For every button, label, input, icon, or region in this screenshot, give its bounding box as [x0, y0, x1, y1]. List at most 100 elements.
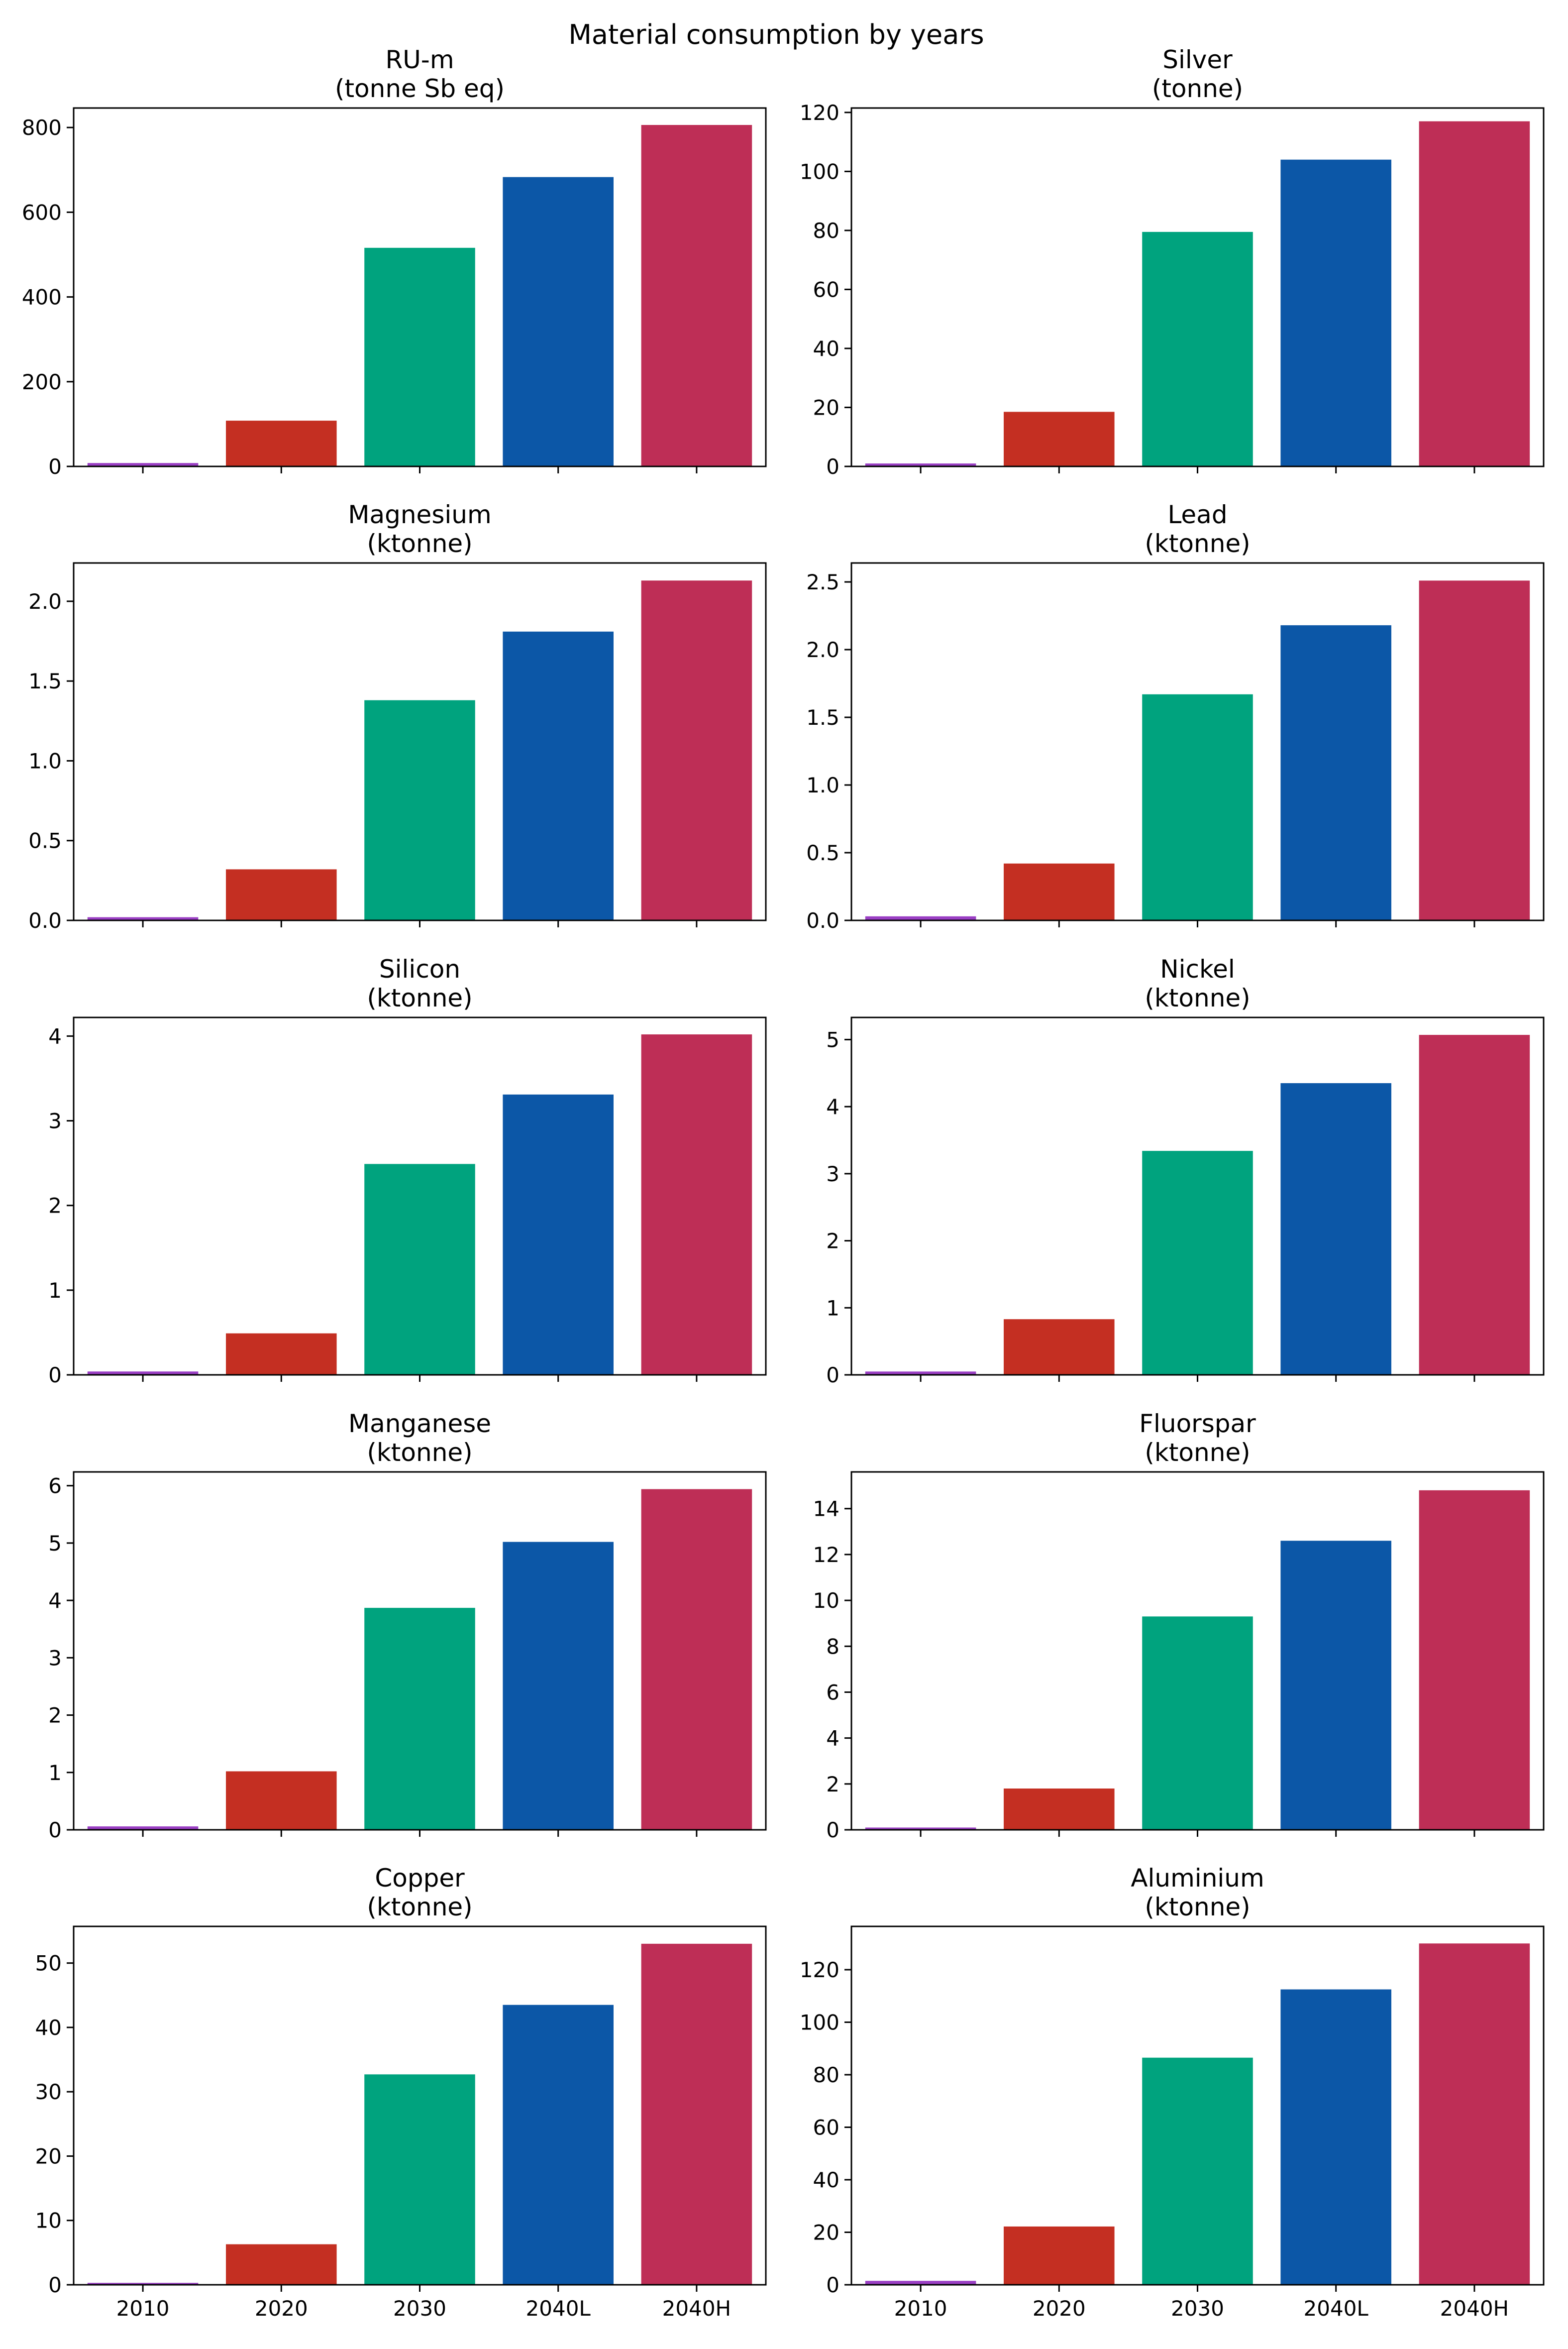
bar-2020	[226, 421, 337, 466]
y-tick-label: 2	[48, 1194, 62, 1218]
bar-2040H	[641, 1034, 752, 1375]
y-tick-label: 1.0	[28, 749, 62, 773]
chart-title: Fluorspar	[1139, 1409, 1256, 1438]
y-tick-label: 600	[22, 200, 62, 224]
bar-2040L	[503, 1542, 614, 1830]
y-tick-label: 400	[22, 285, 62, 310]
y-tick-label: 1	[826, 1296, 839, 1320]
chart-panel-9: Aluminium(ktonne) 0 20 40 60 80 100 120 2010 2020…	[800, 1864, 1545, 2321]
chart-panel-1: Silver(tonne) 0 20 40 60 80 100 120	[800, 45, 1545, 479]
bar-2030	[1142, 1151, 1253, 1375]
bar-2010	[87, 1826, 199, 1830]
bar-2020	[226, 2244, 337, 2285]
bar-2030	[364, 247, 475, 466]
y-tick-label: 30	[35, 2080, 62, 2104]
y-tick-label: 0	[48, 2273, 62, 2297]
bar-2040L	[1280, 1541, 1391, 1830]
chart-panel-3: Lead(ktonne) 0.0 0.5 1.0 1.5 2.0 2.5	[806, 500, 1545, 933]
y-tick-label: 5	[48, 1531, 62, 1556]
chart-unit: (ktonne)	[367, 1893, 472, 1921]
bar-2020	[226, 1333, 337, 1375]
chart-title: Silver	[1162, 45, 1233, 74]
bar-2030	[364, 700, 475, 920]
y-tick-label: 0	[48, 1818, 62, 1842]
chart-panel-7: Fluorspar(ktonne) 0 2 4 6 8 10 12 14	[813, 1409, 1545, 1842]
y-tick-label: 8	[826, 1634, 839, 1659]
y-tick-label: 6	[48, 1474, 62, 1498]
y-tick-label: 40	[813, 336, 839, 361]
bar-2030	[1142, 1616, 1253, 1830]
y-tick-label: 0.5	[806, 841, 839, 865]
y-tick-label: 20	[813, 2221, 839, 2245]
bar-2030	[364, 1164, 475, 1375]
chart-title: Magnesium	[348, 500, 491, 529]
y-tick-label: 40	[813, 2168, 839, 2192]
y-tick-label: 60	[813, 277, 839, 302]
bar-2010	[87, 2283, 199, 2285]
bar-2020	[1004, 1319, 1115, 1375]
bar-2030	[364, 1608, 475, 1830]
y-tick-label: 2	[826, 1229, 839, 1253]
bar-2010	[865, 1827, 976, 1830]
bar-2020	[1004, 863, 1115, 920]
y-tick-label: 2	[826, 1772, 839, 1796]
bar-2030	[1142, 2057, 1253, 2285]
y-tick-label: 10	[35, 2209, 62, 2233]
y-tick-label: 12	[813, 1543, 839, 1567]
x-tick-label: 2010	[116, 2296, 170, 2321]
y-tick-label: 1.0	[806, 773, 839, 797]
chart-unit: (ktonne)	[367, 529, 472, 558]
bar-2030	[1142, 231, 1253, 466]
y-tick-label: 1.5	[806, 705, 839, 730]
chart-unit: (ktonne)	[1145, 984, 1250, 1012]
y-tick-label: 14	[813, 1497, 839, 1521]
bar-2040L	[503, 1094, 614, 1375]
y-tick-label: 0	[826, 1363, 839, 1387]
bar-2040H	[1419, 580, 1530, 920]
figure-title: Material consumption by years	[568, 19, 984, 50]
chart-title: Copper	[375, 1864, 465, 1893]
bar-2040H	[641, 1489, 752, 1830]
x-tick-label: 2040L	[526, 2296, 591, 2321]
x-tick-label: 2030	[393, 2296, 446, 2321]
x-tick-label: 2020	[255, 2296, 308, 2321]
y-tick-label: 1	[48, 1278, 62, 1303]
chart-unit: (ktonne)	[367, 1438, 472, 1467]
bar-2010	[865, 1371, 976, 1375]
chart-title: Nickel	[1160, 955, 1235, 984]
x-tick-label: 2040H	[662, 2296, 731, 2321]
y-tick-label: 2	[48, 1703, 62, 1728]
y-tick-label: 200	[22, 370, 62, 394]
bar-2010	[865, 463, 976, 466]
bar-2040H	[641, 125, 752, 467]
y-tick-label: 800	[22, 115, 62, 140]
y-tick-label: 4	[48, 1588, 62, 1613]
bar-2040H	[1419, 1943, 1530, 2285]
y-tick-label: 20	[35, 2144, 62, 2168]
chart-unit: (ktonne)	[1145, 1893, 1250, 1921]
y-tick-label: 0	[48, 1363, 62, 1387]
chart-panel-6: Manganese(ktonne) 0 1 2 3 4 5 6	[48, 1409, 767, 1842]
y-tick-label: 3	[48, 1646, 62, 1670]
y-tick-label: 0	[48, 454, 62, 479]
bar-2030	[364, 2074, 475, 2285]
chart-unit: (ktonne)	[367, 984, 472, 1012]
chart-unit: (tonne Sb eq)	[335, 74, 505, 103]
y-tick-label: 120	[800, 101, 839, 125]
y-tick-label: 0.0	[28, 908, 62, 933]
y-tick-label: 100	[800, 159, 839, 184]
bar-2020	[226, 869, 337, 920]
y-tick-label: 20	[813, 395, 839, 420]
bar-2040L	[1280, 1083, 1391, 1375]
bar-2040H	[1419, 1035, 1530, 1375]
bar-2010	[87, 463, 199, 466]
y-tick-label: 1.5	[28, 669, 62, 693]
y-tick-label: 4	[48, 1024, 62, 1048]
chart-title: RU-m	[385, 45, 454, 74]
bar-2010	[865, 2281, 976, 2285]
chart-unit: (ktonne)	[1145, 1438, 1250, 1467]
chart-panel-5: Nickel(ktonne) 0 1 2 3 4 5	[826, 955, 1545, 1387]
y-tick-label: 0	[826, 2273, 839, 2297]
chart-unit: (ktonne)	[1145, 529, 1250, 558]
